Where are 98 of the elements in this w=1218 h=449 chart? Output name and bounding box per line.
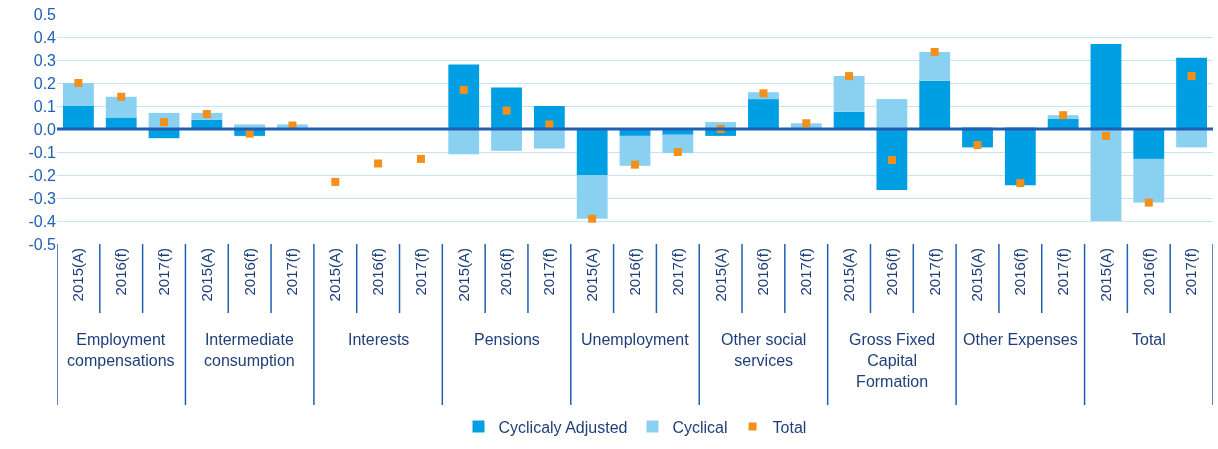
x-tick-label: 2016(f): [497, 248, 515, 296]
point: [1016, 179, 1025, 188]
x-tick-label: 2017(f): [668, 248, 686, 296]
text: Gross Fixed Capital Formation: [849, 331, 936, 390]
bar: [1133, 158, 1165, 203]
point: [545, 120, 554, 129]
bar: [62, 83, 94, 106]
point: [1187, 72, 1196, 81]
bar: [62, 106, 94, 129]
bar: [662, 134, 694, 154]
x-tick-label: 2015(A): [583, 248, 601, 302]
x-tick-label: 2016(f): [240, 248, 258, 296]
bar: [533, 129, 565, 149]
point: [973, 141, 982, 150]
text: Other social services: [721, 331, 807, 369]
point: [887, 156, 896, 165]
y-tick-label: -0.1: [28, 143, 57, 161]
y-tick-label: 0.2: [33, 74, 57, 92]
y-tick-label: -0.2: [28, 166, 57, 184]
x-tick-label: 2016(f): [1011, 248, 1029, 296]
point: [74, 79, 83, 87]
bar: [448, 129, 480, 155]
x-tick-label: 2017(f): [411, 248, 429, 296]
x-tick-label: 2015(A): [1096, 248, 1114, 302]
x-tick-label: 2015(A): [711, 248, 729, 302]
x-tick-label: 2017(f): [540, 248, 558, 296]
bar: [1176, 57, 1208, 129]
point: [202, 110, 211, 119]
point: [588, 214, 597, 223]
x-tick-label: 2015(A): [968, 248, 986, 302]
bar: [919, 51, 951, 81]
y-tick-label: 0.3: [33, 51, 57, 69]
y-tick-label: 0.5: [33, 5, 57, 23]
x-tick-label: 2017(f): [154, 248, 172, 296]
text: Unemployment: [581, 331, 690, 348]
bar: [105, 96, 137, 118]
x-tick-label: 2016(f): [882, 248, 900, 296]
text: Other Expenses: [963, 331, 1078, 348]
bar: [1004, 129, 1036, 186]
bar: [748, 99, 779, 129]
x-tick-label: 2016(f): [368, 248, 386, 296]
bar: [876, 129, 908, 190]
point: [802, 119, 811, 128]
point: [930, 47, 939, 56]
legend-label: Total: [772, 418, 807, 436]
y-tick-label: 0.1: [33, 97, 57, 115]
y-tick-label: -0.5: [28, 235, 57, 253]
bar: [491, 87, 522, 129]
text: Total: [1132, 331, 1166, 348]
text: Pensions: [474, 331, 540, 348]
y-tick-label: -0.3: [28, 189, 57, 207]
point: [759, 89, 768, 98]
bar: [919, 80, 951, 129]
x-tick-label: 2015(A): [454, 248, 472, 302]
bar: [491, 129, 522, 151]
point: [631, 160, 639, 169]
bar: [1090, 43, 1122, 129]
legend-label: Cyclical: [672, 418, 728, 436]
bar: [448, 64, 480, 129]
text: Interests: [348, 331, 410, 348]
bar: [833, 76, 865, 112]
x-tick-label: 2017(f): [797, 248, 815, 296]
x-tick-label: 2017(f): [283, 248, 301, 296]
text: Intermediate consumption: [204, 331, 295, 369]
y-tick-label: -0.4: [28, 212, 57, 230]
x-tick-label: 2015(A): [197, 248, 215, 302]
point: [374, 159, 383, 168]
point: [502, 106, 511, 115]
x-tick-label: 2015(A): [69, 248, 87, 302]
bar: [576, 175, 608, 219]
point: [673, 148, 682, 156]
point: [1144, 198, 1153, 207]
x-tick-label: 2017(f): [1182, 248, 1200, 296]
point: [845, 72, 854, 81]
x-tick-label: 2017(f): [925, 248, 943, 296]
y-tick-label: 0.4: [33, 28, 57, 46]
x-tick-label: 2016(f): [625, 248, 643, 296]
y-tick-label: 0.0: [33, 120, 57, 138]
bar: [833, 111, 865, 129]
text: Employment compensations: [67, 331, 175, 369]
bar: [576, 129, 608, 175]
point: [117, 92, 126, 101]
x-tick-label: 2017(f): [1054, 248, 1072, 296]
x-tick-label: 2015(A): [839, 248, 857, 302]
x-tick-label: 2016(f): [754, 248, 772, 296]
point: [1059, 111, 1068, 120]
bar: [876, 99, 908, 129]
bar: [1090, 129, 1122, 221]
bar: [619, 135, 651, 166]
legend-label: Cyclicaly Adjusted: [498, 418, 628, 436]
x-tick-label: 2016(f): [1139, 248, 1157, 296]
x-tick-label: 2015(A): [326, 248, 344, 302]
x-tick-label: 2016(f): [112, 248, 130, 296]
point: [331, 177, 340, 186]
bar: [1133, 129, 1165, 159]
point: [1101, 131, 1110, 140]
point: [459, 85, 468, 94]
point: [416, 154, 425, 163]
